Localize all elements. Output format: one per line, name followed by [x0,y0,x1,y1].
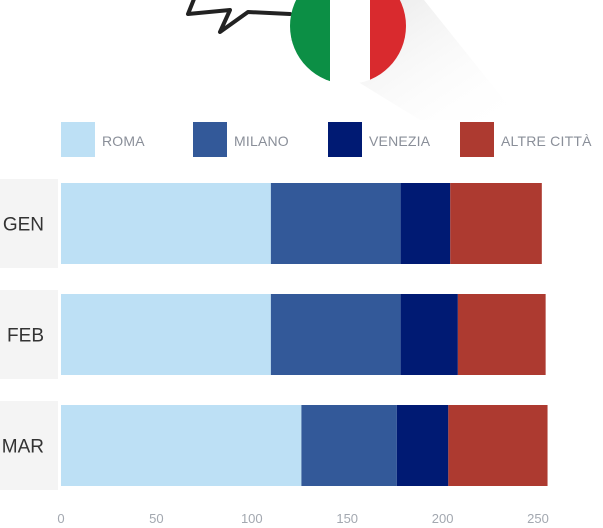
chart-legend: ROMA MILANO VENEZIA ALTRE CITTÀ [61,122,592,157]
bar-mar-venezia [396,405,449,486]
category-label-bg [0,290,58,379]
x-tick-label: 0 [57,511,64,526]
category-label-bg [0,401,58,490]
legend-swatch-altre-citta [460,122,494,157]
category-label-gen: GEN [3,215,44,236]
x-tick-label: 200 [432,511,454,526]
x-tick-label: 250 [527,511,549,526]
category-label-bg [0,179,58,268]
x-tick-label: 150 [336,511,358,526]
flag-green-stripe [290,0,330,84]
bar-feb-altre-citta [457,294,546,375]
category-label-mar: MAR [2,437,44,458]
legend-label-roma: ROMA [102,133,145,149]
speech-bubble-icon [186,0,292,34]
category-labels: GEN FEB MAR [0,179,58,490]
bar-feb-roma [61,294,271,375]
bar-gen-altre-citta [450,183,542,264]
legend-label-venezia: VENEZIA [369,133,431,149]
bar-feb-venezia [400,294,458,375]
bar-gen-venezia [400,183,451,264]
bar-gen-milano [270,183,401,264]
legend-swatch-venezia [328,122,362,157]
legend-label-milano: MILANO [234,133,289,149]
x-tick-label: 50 [149,511,163,526]
bar-mar-roma [61,405,302,486]
legend-swatch-milano [193,122,227,157]
bar-mar-milano [301,405,397,486]
category-label-feb: FEB [7,326,44,347]
bar-mar-altre-citta [448,405,548,486]
bar-gen-roma [61,183,271,264]
flag-white-stripe [330,0,370,84]
header-illustration [186,0,520,120]
x-tick-label: 100 [241,511,263,526]
bar-feb-milano [270,294,401,375]
legend-swatch-roma [61,122,95,157]
chart-bars [61,183,548,486]
legend-label-altre-citta: ALTRE CITTÀ [501,133,592,149]
x-axis-ticks: 0 50 100 150 200 250 [57,511,548,526]
